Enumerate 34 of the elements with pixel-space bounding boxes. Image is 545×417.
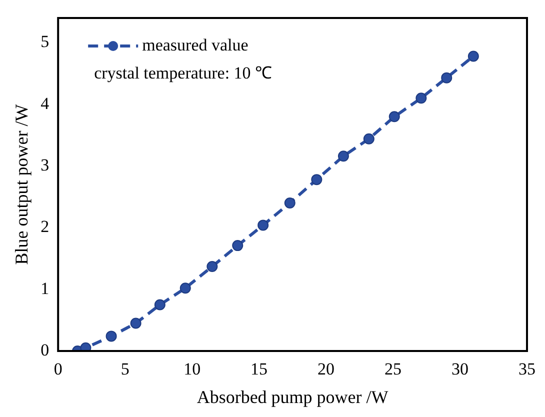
y-tick-label: 3 (40, 155, 50, 174)
point (388, 111, 400, 122)
point (258, 220, 269, 231)
point (363, 133, 374, 144)
y-tick-label: 0 (40, 340, 50, 360)
y-tick-label: 4 (40, 94, 50, 113)
point (468, 50, 479, 62)
point (154, 299, 166, 310)
x-axis-title: Absorbed pump power /W (196, 386, 388, 407)
point (441, 72, 452, 84)
y-tick-label: 5 (40, 32, 50, 52)
x-tick-label: 10 (184, 360, 201, 379)
x-tick-label: 30 (452, 360, 469, 379)
point (106, 330, 117, 342)
y-axis-title: Blue output power /W (12, 104, 32, 265)
point (232, 240, 244, 252)
point (284, 198, 296, 208)
x-tick-label: 25 (384, 360, 402, 379)
point (80, 342, 92, 351)
y-tick-label: 2 (40, 217, 50, 236)
x-tick-label: 5 (120, 360, 130, 379)
point (311, 174, 322, 186)
point (338, 150, 349, 162)
x-tick-label: 20 (318, 360, 335, 379)
annotation: crystal temperature: 10 ℃ (94, 63, 272, 82)
x-tick-label: 35 (518, 360, 536, 379)
y-tick-label: 1 (40, 278, 50, 298)
point (206, 261, 218, 272)
x-tick-label: 0 (54, 360, 62, 379)
legend-label: measured value (142, 35, 248, 54)
point (130, 318, 142, 329)
point (180, 282, 191, 294)
point (416, 92, 427, 104)
x-tick-label: 15 (250, 360, 268, 379)
